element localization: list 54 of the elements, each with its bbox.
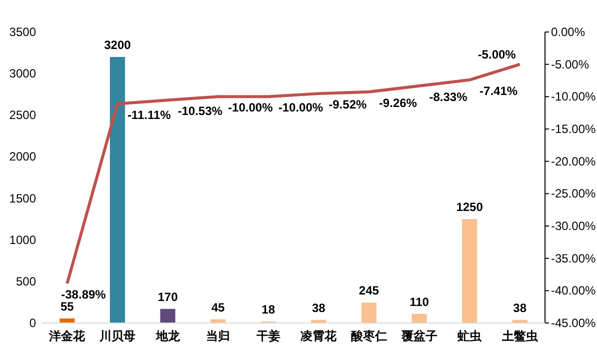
data-label: 45 xyxy=(211,300,226,314)
data-label: -10.53% xyxy=(178,104,223,118)
y-tick-label: 0 xyxy=(29,316,36,330)
x-tick-label: 干姜 xyxy=(255,329,280,343)
y2-tick-label: -20.00% xyxy=(551,154,596,168)
data-label: 1250 xyxy=(456,200,484,214)
data-label: -10.00% xyxy=(228,100,274,115)
data-label: -9.52% xyxy=(328,98,367,112)
y-tick-label: 3500 xyxy=(9,25,36,39)
data-label: -5.00% xyxy=(478,47,516,62)
y2-tick-label: -15.00% xyxy=(551,122,596,136)
y2-tick-label: -10.00% xyxy=(551,90,596,104)
data-label: -10.00% xyxy=(278,100,324,115)
bar xyxy=(412,314,427,323)
y2-tick-label: -5.00% xyxy=(551,57,590,72)
data-label: 245 xyxy=(358,284,380,298)
data-label: 3200 xyxy=(104,38,132,52)
y2-tick-label: -25.00% xyxy=(551,186,596,201)
y-tick-label: 500 xyxy=(16,274,36,288)
data-label: 110 xyxy=(410,294,430,309)
x-tick-label: 洋金花 xyxy=(48,329,86,343)
x-tick-label: 川贝母 xyxy=(98,329,136,343)
data-label: -11.11% xyxy=(127,108,172,122)
x-tick-label: 凌霄花 xyxy=(300,329,338,343)
x-tick-label: 虻虫 xyxy=(456,329,483,343)
bar xyxy=(361,302,376,323)
y-tick-label: 1500 xyxy=(9,191,36,206)
data-label: 18 xyxy=(262,302,276,317)
data-label: 38 xyxy=(312,300,326,315)
x-tick-label: 酸枣仁 xyxy=(350,329,387,343)
data-label: 38 xyxy=(513,300,527,315)
y2-tick-label: -30.00% xyxy=(551,219,596,233)
y-tick-label: 2000 xyxy=(9,150,36,164)
x-tick-label: 地龙 xyxy=(154,329,181,343)
data-label: 55 xyxy=(60,299,74,314)
y2-tick-label: -35.00% xyxy=(551,251,596,266)
x-tick-label: 覆盆子 xyxy=(400,329,438,343)
y2-tick-label: -45.00% xyxy=(551,316,596,330)
data-label: -9.26% xyxy=(378,96,418,110)
data-label: 170 xyxy=(158,290,178,304)
y-tick-label: 1000 xyxy=(9,232,36,247)
bar xyxy=(160,308,176,323)
y-tick-label: 3000 xyxy=(9,66,36,81)
y-tick-label: 2500 xyxy=(9,108,36,122)
data-label: -38.89% xyxy=(61,287,106,302)
x-tick-label: 当归 xyxy=(206,329,230,343)
y2-tick-label: 0.00% xyxy=(551,25,586,39)
data-label: -8.33% xyxy=(429,90,468,104)
x-tick-label: 土鳖虫 xyxy=(500,329,539,343)
y2-tick-label: -40.00% xyxy=(551,284,596,298)
line-series xyxy=(66,62,522,285)
bar xyxy=(110,56,125,323)
bar xyxy=(462,219,478,323)
data-label: -7.41% xyxy=(480,84,518,98)
